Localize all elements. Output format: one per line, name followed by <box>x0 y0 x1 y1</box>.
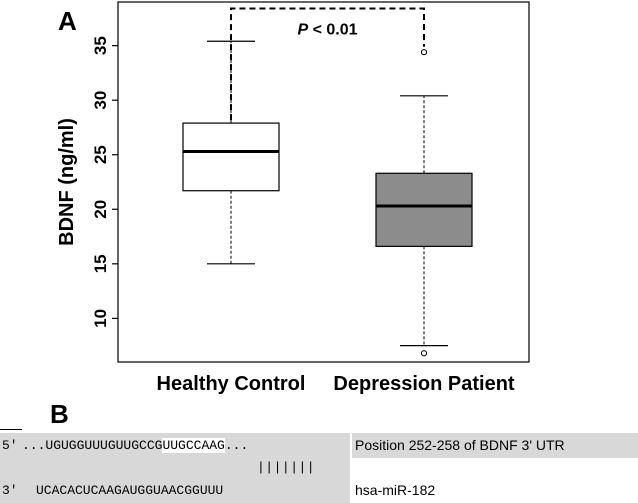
seq-row-bdnf: 5' ...UGUGGUUUGUUGCCGUUGCCAAG... Positio… <box>0 433 638 458</box>
seq-cell-mir <box>0 478 350 503</box>
x-category-label: Depression Patient <box>333 373 515 395</box>
significance-bracket <box>230 7 425 121</box>
bdnf-prime-label: 5' <box>2 438 18 453</box>
x-axis-categories: Healthy Control Depression Patient <box>157 373 515 395</box>
seq-row-mir: 3' UCACACUCAAGAUGGUAACGGUUU hsa-miR-182 <box>0 478 638 503</box>
y-tick-label: 30 <box>91 91 110 110</box>
pairing-cell <box>0 458 350 478</box>
mir-prime-label: 3' <box>2 483 18 498</box>
x-category-label: Healthy Control <box>157 373 306 395</box>
y-axis-label: BDNF (ng/ml) <box>56 118 78 246</box>
bdnf-seq-part-c: ... <box>224 438 249 453</box>
panel-b-label: B <box>50 399 69 429</box>
mir-sequence: UCACACUCAAGAUGGUAACGGUUU <box>36 483 224 498</box>
mir-name-label: hsa-miR-182 <box>355 482 436 498</box>
divider-line <box>0 429 22 430</box>
bdnf-sequence: ...UGUGGUUUGUUGCCGUUGCCAAG... <box>22 438 248 453</box>
sequence-alignment-panel: B 5' ...UGUGGUUUGUUGCCGUUGCCAAG... Posit… <box>0 399 638 503</box>
y-tick-label: 35 <box>91 36 110 55</box>
boxplot-figure: A 10 15 20 25 30 35 BDNF (ng/ml) P < 0.01 Hea… <box>56 1 530 395</box>
y-axis: 10 15 20 25 30 35 <box>91 36 118 328</box>
label-cell-bdnf <box>352 433 638 458</box>
bdnf-seq-part-a: ...UGUGGUUUGUUGCCG <box>22 438 163 453</box>
outlier-point-depression-patient <box>420 49 428 56</box>
pairing-row: ||||||| <box>0 458 638 478</box>
y-tick-label: 15 <box>91 254 110 273</box>
base-pairing-lines: ||||||| <box>257 460 316 475</box>
p-value-label: P < 0.01 <box>297 22 357 39</box>
box-depression-patient <box>375 172 473 247</box>
y-tick-label: 25 <box>91 145 110 164</box>
outlier-point-depression-patient <box>420 350 428 357</box>
panel-a-label: A <box>58 6 77 36</box>
significance-annotation: P < 0.01 <box>230 7 425 121</box>
bdnf-seed-match: UUGCCAAG <box>162 438 225 453</box>
box-healthy-control <box>182 122 280 192</box>
plot-frame <box>117 1 530 363</box>
boxes-layer <box>182 40 473 357</box>
bdnf-position-label: Position 252-258 of BDNF 3' UTR <box>355 437 565 453</box>
y-tick-label: 20 <box>91 200 110 219</box>
y-tick-label: 10 <box>91 309 110 328</box>
